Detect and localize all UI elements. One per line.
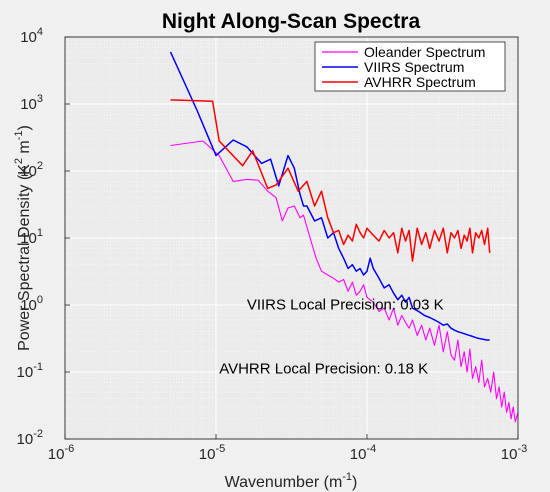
grid bbox=[64, 36, 519, 440]
y-axis-label-sup1: 2 bbox=[13, 158, 25, 164]
x-tick-label: 10-4 bbox=[350, 443, 376, 463]
y-tick-label: 10-1 bbox=[17, 361, 43, 381]
y-tick-label: 103 bbox=[20, 93, 43, 113]
y-tick-label: 10-2 bbox=[17, 428, 43, 448]
x-axis-label-tail: ) bbox=[352, 474, 357, 491]
y-tick-label: 102 bbox=[20, 160, 43, 180]
x-tick-label: 10-5 bbox=[199, 443, 225, 463]
series-avhrr-spectrum bbox=[170, 99, 491, 262]
precision-annotation: VIIRS Local Precision: 0.03 K bbox=[247, 297, 444, 314]
y-axis-label: Power Spectral Density (K2 m-1) bbox=[13, 125, 33, 351]
y-axis-label-sup2: -1 bbox=[13, 130, 25, 140]
legend: Oleander Spectrum VIIRS Spectrum AVHRR S… bbox=[314, 41, 506, 92]
legend-label-oleander: Oleander Spectrum bbox=[364, 44, 485, 60]
y-axis-label-part3: ) bbox=[16, 125, 33, 130]
series-viirs-spectrum bbox=[169, 51, 490, 341]
y-tick-label: 101 bbox=[20, 227, 43, 247]
series-layer bbox=[169, 51, 519, 423]
chart-title: Night Along-Scan Spectra bbox=[162, 10, 421, 33]
x-axis-label: Wavenumber (m-1) bbox=[225, 471, 358, 491]
x-ticks: 10-6 10-5 10-4 10-3 bbox=[48, 434, 527, 463]
x-axis-label-sup: -1 bbox=[342, 471, 352, 483]
legend-label-avhrr: AVHRR Spectrum bbox=[364, 74, 476, 90]
y-tick-label: 104 bbox=[20, 26, 43, 46]
y-axis-label-part1: Power Spectral Density (K bbox=[16, 164, 33, 351]
y-axis-label-part2: m bbox=[16, 140, 33, 158]
series-oleander-spectrum bbox=[170, 140, 519, 423]
x-axis-label-base: Wavenumber (m bbox=[225, 474, 343, 491]
legend-label-viirs: VIIRS Spectrum bbox=[364, 59, 464, 75]
y-tick-label: 100 bbox=[20, 294, 43, 314]
y-ticks: 10-2 10-1 100 101 102 103 104 bbox=[17, 26, 70, 448]
annotations: VIIRS Local Precision: 0.03 K AVHRR Local… bbox=[219, 297, 443, 378]
x-tick-label: 10-3 bbox=[501, 443, 527, 463]
x-tick-label: 10-6 bbox=[48, 443, 74, 463]
precision-annotation: AVHRR Local Precision: 0.18 K bbox=[219, 360, 428, 377]
